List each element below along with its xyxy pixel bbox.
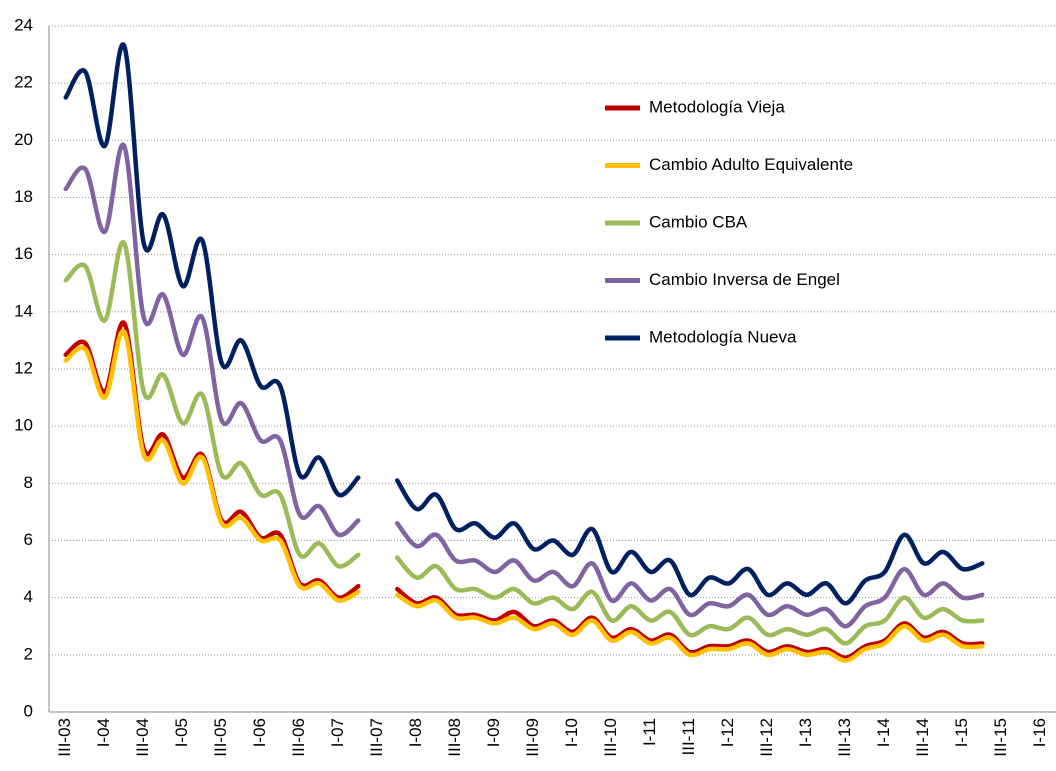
legend: Metodología Vieja Cambio Adulto Equivalen… [605,97,853,346]
y-tick-label: 8 [24,473,33,492]
x-tick-label: I-09 [484,718,503,747]
legend-label: Cambio Adulto Equivalente [649,155,853,174]
series-line [395,478,985,606]
x-tick-label: III-05 [211,718,230,757]
x-tick-label: I-07 [328,718,347,747]
y-tick-label: 12 [14,358,33,377]
y-tick-label: 4 [24,587,33,606]
series-line [395,555,985,646]
y-tick-label: 24 [14,15,33,34]
y-tick-label: 10 [14,416,33,435]
x-tick-label: III-12 [757,718,776,757]
series-line [63,240,361,569]
series-line [395,521,985,629]
x-tick-label: I-13 [796,718,815,747]
y-tick-label: 14 [14,301,33,320]
x-tick-label: III-08 [445,718,464,757]
series-line [63,42,361,498]
x-tick-label: I-10 [562,718,581,747]
series-line [395,592,985,663]
legend-label: Metodología Vieja [649,97,785,116]
y-tick-label: 2 [24,644,33,663]
x-tick-label: III-09 [523,718,542,757]
x-tick-label: I-11 [640,718,659,746]
series-line [395,586,985,660]
legend-label: Cambio CBA [649,212,748,231]
x-tick-label: I-08 [406,718,425,747]
legend-label: Cambio Inversa de Engel [649,270,840,289]
x-tick-label: I-16 [1030,718,1049,747]
x-tick-label: I-14 [874,718,893,747]
y-tick-label: 22 [14,73,33,92]
series-line [63,142,361,538]
x-tick-label: I-15 [952,718,971,747]
x-tick-label: I-04 [94,718,113,747]
x-tick-label: III-10 [601,718,620,757]
x-tick-label: III-04 [133,718,152,757]
x-tick-label: I-05 [172,718,191,747]
x-tick-label: I-12 [718,718,737,747]
y-tick-label: 20 [14,130,33,149]
x-tick-label: III-07 [367,718,386,757]
y-tick-label: 16 [14,244,33,263]
x-tick-label: III-06 [289,718,308,757]
y-tick-label: 0 [24,701,33,720]
x-tick-label: III-15 [991,718,1010,757]
x-tick-label: I-06 [250,718,269,747]
y-tick-label: 18 [14,187,33,206]
series-line [63,329,361,603]
x-tick-label: III-03 [55,718,74,757]
legend-label: Metodología Nueva [649,327,797,346]
y-tick-label: 6 [24,530,33,549]
x-tick-label: III-11 [679,718,698,755]
x-tick-label: III-13 [835,718,854,757]
x-tick-label: III-14 [913,718,932,757]
